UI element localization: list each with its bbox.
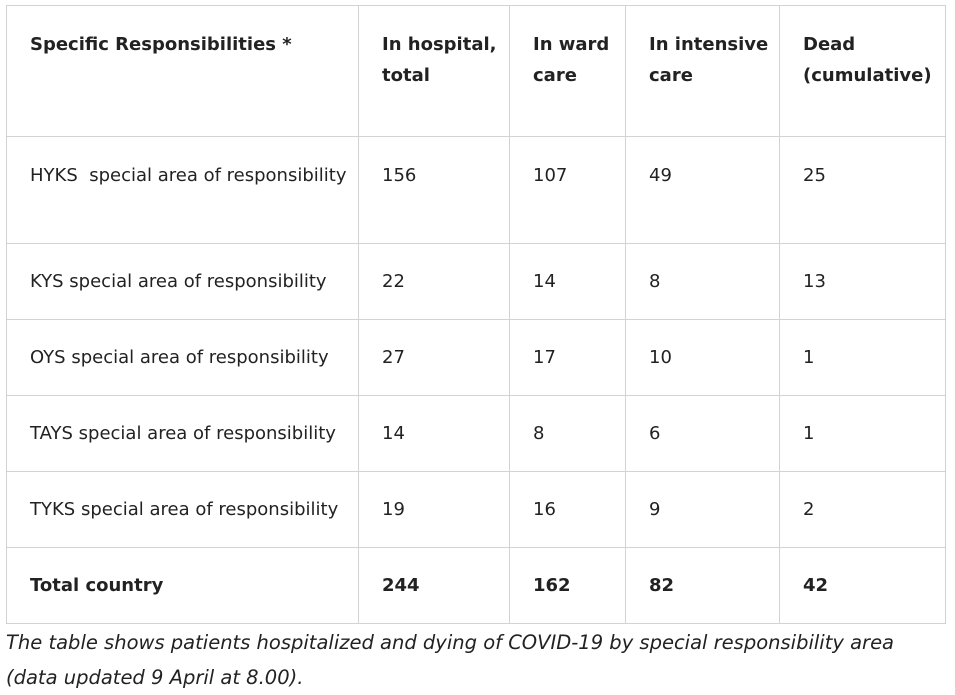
- row-in-hospital: 19: [358, 471, 510, 548]
- header-responsibility-area: Specific Responsibilities *: [6, 5, 359, 137]
- total-in-ward: 162: [509, 547, 626, 624]
- row-in-intensive: 8: [625, 243, 780, 320]
- row-area-name: KYS special area of responsibility: [6, 243, 359, 320]
- table-row: TAYS special area of responsibility 14 8…: [6, 395, 946, 472]
- row-in-hospital: 22: [358, 243, 510, 320]
- table-total-row: Total country 244 162 82 42: [6, 547, 946, 624]
- table-row: OYS special area of responsibility 27 17…: [6, 319, 946, 396]
- row-in-hospital: 14: [358, 395, 510, 472]
- row-area-name: TYKS special area of responsibility: [6, 471, 359, 548]
- total-in-intensive: 82: [625, 547, 780, 624]
- table-header-row: Specific Responsibilities * In hospital,…: [6, 5, 946, 137]
- row-dead: 1: [779, 319, 946, 396]
- table-row: KYS special area of responsibility 22 14…: [6, 243, 946, 320]
- row-in-ward: 17: [509, 319, 626, 396]
- row-in-intensive: 49: [625, 136, 780, 244]
- table-row: TYKS special area of responsibility 19 1…: [6, 471, 946, 548]
- row-dead: 1: [779, 395, 946, 472]
- row-dead: 2: [779, 471, 946, 548]
- header-in-intensive-care: In intensive care: [625, 5, 780, 137]
- row-dead: 13: [779, 243, 946, 320]
- row-in-ward: 16: [509, 471, 626, 548]
- total-dead: 42: [779, 547, 946, 624]
- row-in-hospital: 156: [358, 136, 510, 244]
- row-in-intensive: 10: [625, 319, 780, 396]
- row-area-name: TAYS special area of responsibility: [6, 395, 359, 472]
- header-in-ward-care: In ward care: [509, 5, 626, 137]
- row-area-name: HYKS special area of responsibility: [6, 136, 359, 244]
- row-dead: 25: [779, 136, 946, 244]
- row-in-intensive: 6: [625, 395, 780, 472]
- table-caption: The table shows patients hospitalized an…: [6, 631, 895, 689]
- header-in-hospital-total: In hospital, total: [358, 5, 510, 137]
- header-dead-cumulative: Dead (cumulative): [779, 5, 946, 137]
- total-label: Total country: [6, 547, 359, 624]
- row-area-name: OYS special area of responsibility: [6, 319, 359, 396]
- hospitalization-table: Specific Responsibilities * In hospital,…: [6, 5, 946, 624]
- table-row: HYKS special area of responsibility 156 …: [6, 136, 946, 244]
- row-in-hospital: 27: [358, 319, 510, 396]
- row-in-intensive: 9: [625, 471, 780, 548]
- row-in-ward: 8: [509, 395, 626, 472]
- row-in-ward: 107: [509, 136, 626, 244]
- total-in-hospital: 244: [358, 547, 510, 624]
- row-in-ward: 14: [509, 243, 626, 320]
